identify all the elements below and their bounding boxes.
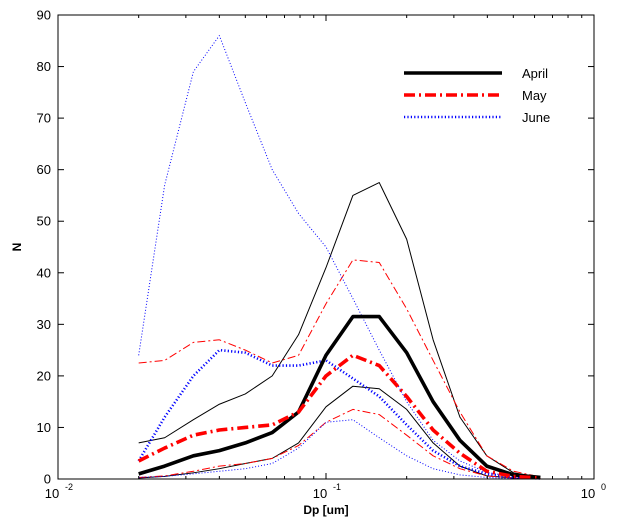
x-tick-label: 10 <box>313 486 327 501</box>
y-tick-label: 40 <box>37 265 51 280</box>
series-layer <box>137 35 541 480</box>
y-tick-label: 0 <box>44 472 51 487</box>
series-line-april-upper <box>138 182 541 478</box>
y-tick-label: 80 <box>37 59 51 74</box>
y-axis-label: N <box>10 243 24 252</box>
legend: April May June <box>404 66 550 125</box>
legend-label-june: June <box>522 110 550 125</box>
series-line-april-lower <box>138 385 541 479</box>
series-line-may-lower <box>138 408 541 479</box>
x-tick-label-exponent: -1 <box>333 482 341 492</box>
y-tick-label: 20 <box>37 368 51 383</box>
series-line-may-upper <box>138 259 541 478</box>
x-tick-label-exponent: -2 <box>65 482 73 492</box>
x-tick-label: 10 <box>45 486 59 501</box>
y-tick-label: 70 <box>37 111 51 126</box>
legend-label-april: April <box>522 66 548 81</box>
y-tick-label: 60 <box>37 162 51 177</box>
x-axis: 10 -2 10 -1 10 0 <box>45 15 606 501</box>
legend-label-may: May <box>522 88 547 103</box>
x-axis-label: Dp [um] <box>303 503 348 517</box>
series-line-may-median <box>137 353 541 480</box>
y-tick-label: 30 <box>37 317 51 332</box>
series-line-june-median <box>137 348 541 480</box>
y-tick-label: 10 <box>37 420 51 435</box>
series-line-june-lower <box>138 419 541 480</box>
y-tick-label: 50 <box>37 214 51 229</box>
y-tick-label: 90 <box>37 8 51 23</box>
x-tick-label: 10 <box>581 486 595 501</box>
y-axis: 0 10 20 30 40 50 60 70 80 90 <box>37 8 594 487</box>
series-line-april-median <box>138 314 541 480</box>
x-tick-label-exponent: 0 <box>601 482 606 492</box>
